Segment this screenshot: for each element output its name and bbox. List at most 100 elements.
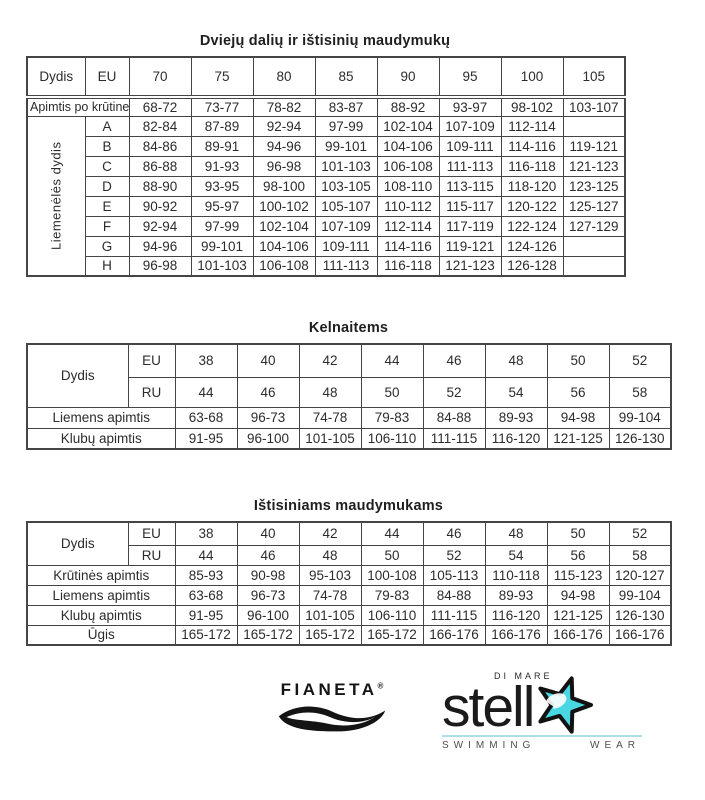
table-cell: 103-105 <box>314 175 378 197</box>
tagline-wear: WEAR <box>590 740 640 751</box>
stella-wordmark: stell <box>442 675 535 739</box>
table-cell: 82-84 <box>128 115 192 137</box>
table-cell: 79-83 <box>360 406 424 429</box>
table-cell: 121-123 <box>562 155 626 177</box>
table-cell: 105 <box>562 56 626 99</box>
tagline-swimming: SWIMMING <box>442 740 536 751</box>
table3-title: Ištisiniams maudymukams <box>253 498 444 514</box>
table-cell: 117-119 <box>438 215 502 237</box>
table-cell: 63-68 <box>174 406 238 429</box>
table-cell: 109-111 <box>438 135 502 157</box>
table-row: Ūgis 165-172 165-172 165-172 165-172 166-176 1… <box>26 624 672 646</box>
table-cell: 102-104 <box>252 215 316 237</box>
table-cell: 96-100 <box>236 427 300 450</box>
table-cell: 56 <box>546 544 610 566</box>
table-cell: 46 <box>236 376 300 408</box>
table-cell: 48 <box>298 376 362 408</box>
table-cell: 94-98 <box>546 584 610 606</box>
table-cell: 74-78 <box>298 584 362 606</box>
fianeta-name: FIANETA <box>280 680 378 699</box>
table-cell: 119-121 <box>562 135 626 157</box>
table-cell: 56 <box>546 376 610 408</box>
vertical-label-liemeneles-dydis: Liemenėlės dydis <box>27 116 85 276</box>
table-cell: 121-123 <box>438 255 502 277</box>
table-cell: 86-88 <box>128 155 192 177</box>
table-cell: 89-93 <box>484 406 548 429</box>
table-cell: 38 <box>174 521 238 546</box>
table-cell: 123-125 <box>562 175 626 197</box>
col-header-dydis: Dydis <box>26 56 86 99</box>
table-cell: 99-101 <box>190 235 254 257</box>
col-header-eu: EU <box>84 56 130 99</box>
star-icon <box>538 676 594 734</box>
table-cell: 112-114 <box>376 215 440 237</box>
table-cell: 121-125 <box>546 427 610 450</box>
row-label-apimtis-po-krutine: Apimtis po krūtine <box>26 96 130 117</box>
table-cell: 126-130 <box>608 604 672 626</box>
table-cell: 105-113 <box>422 564 486 586</box>
col-header-dydis: Dydis <box>26 343 129 408</box>
table-cell: 121-125 <box>546 604 610 626</box>
table-cell: 96-73 <box>236 584 300 606</box>
table-cell: 75 <box>190 56 254 99</box>
table-cell: 122-124 <box>500 215 564 237</box>
table-cell: 63-68 <box>174 584 238 606</box>
table-cell: 102-104 <box>376 115 440 137</box>
table-cell: 88-92 <box>376 96 440 117</box>
table-cell: 99-101 <box>314 135 378 157</box>
table-row: F 92-94 97-99 102-104 107-109 112-114 117-119 1… <box>27 215 626 237</box>
table-cell: 101-105 <box>298 427 362 450</box>
table-row: G 94-96 99-101 104-106 109-111 114-116 119-121… <box>27 235 626 257</box>
table-cell: 126-130 <box>608 427 672 450</box>
table-cell: 44 <box>174 544 238 566</box>
table-row: Dydis EU 70 75 80 85 90 95 100 105 <box>26 56 626 99</box>
table-cell: 100-102 <box>252 195 316 217</box>
table-row: RU 44 46 48 50 52 54 56 58 <box>27 544 672 566</box>
table-cell: 78-82 <box>252 96 316 117</box>
table-row: Dydis EU 38 40 42 44 46 48 50 52 <box>26 343 672 408</box>
registered-trademark: ® <box>377 681 384 691</box>
table-cell: 114-116 <box>500 135 564 157</box>
table-cell: 95 <box>438 56 502 99</box>
table-cell: 48 <box>298 544 362 566</box>
table-cell: 95-97 <box>190 195 254 217</box>
table-cell: 101-105 <box>298 604 362 626</box>
table-cell: 119-121 <box>438 235 502 257</box>
table-cell: 42 <box>298 343 362 378</box>
row-header-ru: RU <box>127 376 176 408</box>
table-cell: 90-92 <box>128 195 192 217</box>
table-cell: 93-97 <box>438 96 502 117</box>
table-cell: 115-123 <box>546 564 610 586</box>
table-row: Krūtinės apimtis 85-93 90-98 95-103 100-108 1… <box>26 564 672 586</box>
table-cell: 118-120 <box>500 175 564 197</box>
table-cell: 68-72 <box>128 96 192 117</box>
cup-label: B <box>84 135 130 157</box>
table-row: Apimtis po krūtine 68-72 73-77 78-82 83-87 88… <box>26 96 626 117</box>
row-header-eu: EU <box>127 521 176 546</box>
table-row: C 86-88 91-93 96-98 101-103 106-108 111-113 116… <box>27 155 626 177</box>
table-cell <box>562 255 626 277</box>
row-header-eu: EU <box>127 343 176 378</box>
cup-label: E <box>84 195 130 217</box>
table-cell: 165-172 <box>298 624 362 646</box>
table-row: Klubų apimtis 91-95 96-100 101-105 106-110 11… <box>26 604 672 626</box>
di-mare-label: DI MARE <box>494 671 553 681</box>
table-cell <box>562 235 626 257</box>
table-cell: 105-107 <box>314 195 378 217</box>
table-cell: 103-107 <box>562 96 626 117</box>
table-cell: 40 <box>236 343 300 378</box>
row-label-liemens-apimtis: Liemens apimtis <box>26 406 176 429</box>
table-row: Klubų apimtis 91-95 96-100 101-105 106-110 11… <box>26 427 672 450</box>
table-cell: 120-122 <box>500 195 564 217</box>
fianeta-logo: FIANETA® <box>268 680 396 739</box>
table-cell: 92-94 <box>128 215 192 237</box>
table-cell: 54 <box>484 544 548 566</box>
table-cell: 96-73 <box>236 406 300 429</box>
table-cell: 166-176 <box>546 624 610 646</box>
table-cell: 50 <box>360 544 424 566</box>
table-cell: 116-118 <box>376 255 440 277</box>
table-cell: 42 <box>298 521 362 546</box>
table-cell: 107-109 <box>314 215 378 237</box>
table-cell: 96-100 <box>236 604 300 626</box>
table-cell: 38 <box>174 343 238 378</box>
